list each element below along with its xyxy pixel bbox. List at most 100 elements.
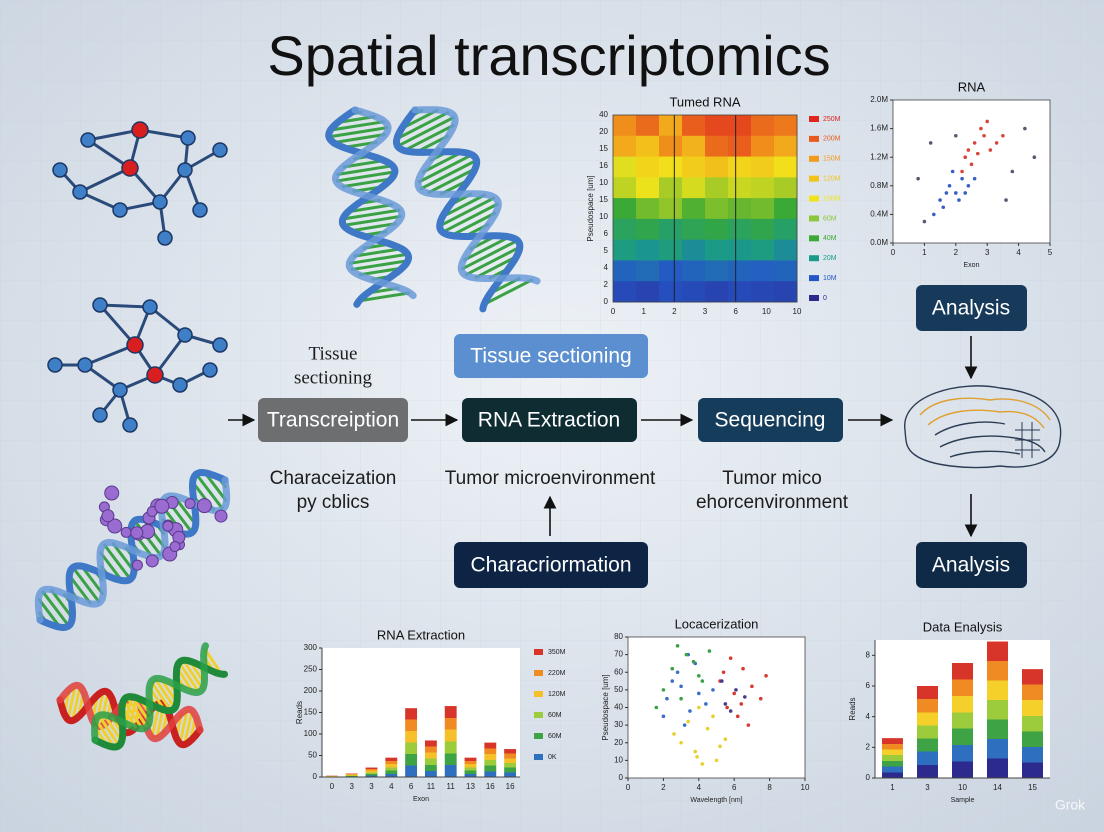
heatmap-cell bbox=[636, 115, 660, 137]
node-box bbox=[916, 542, 1027, 588]
strand bbox=[393, 106, 524, 313]
chart-title: RNA Extraction bbox=[377, 627, 465, 642]
heatmap-cell bbox=[613, 115, 637, 137]
heatmap-cell bbox=[774, 135, 798, 158]
chart-title: Data Enalysis bbox=[923, 619, 1003, 634]
caption: ehorcenvironment bbox=[696, 492, 849, 513]
scatter-point bbox=[675, 670, 680, 675]
heatmap-cell bbox=[751, 115, 775, 137]
scatter-point bbox=[728, 656, 733, 660]
base-pair bbox=[71, 566, 101, 604]
bond bbox=[84, 343, 136, 367]
heatmap-cell bbox=[613, 135, 637, 158]
scatter-point bbox=[944, 191, 949, 195]
y-tick-label: 0 bbox=[619, 773, 624, 782]
scatter-point bbox=[960, 176, 964, 181]
atom bbox=[154, 498, 170, 514]
base-pair bbox=[183, 710, 194, 745]
legend-swatch bbox=[809, 116, 819, 122]
bar bbox=[1022, 669, 1043, 778]
strand bbox=[91, 642, 209, 744]
x-tick-label: 6 bbox=[733, 307, 738, 316]
heatmap-cell bbox=[728, 281, 752, 303]
bar bbox=[365, 767, 378, 777]
legend-swatch bbox=[809, 155, 819, 162]
scatter-point bbox=[675, 644, 680, 648]
base-pair bbox=[182, 659, 204, 690]
legend-swatch bbox=[809, 135, 819, 142]
scatter-point bbox=[734, 688, 738, 692]
tissue-illustration bbox=[904, 385, 1062, 469]
atom bbox=[72, 184, 88, 200]
bar bbox=[882, 738, 903, 778]
node-label: Analysis bbox=[932, 554, 1010, 577]
heatmap-cell bbox=[728, 218, 752, 241]
x-tick-label: 11 bbox=[427, 782, 436, 791]
bond bbox=[79, 166, 131, 194]
scatter-point bbox=[966, 148, 971, 152]
title: Spatial transcriptomics bbox=[267, 24, 830, 87]
legend-swatch bbox=[534, 691, 543, 697]
chart-title: Tumed RNA bbox=[669, 94, 740, 109]
heatmap-cell bbox=[682, 135, 706, 158]
base-pair bbox=[343, 214, 402, 227]
y-tick-label: 0 bbox=[604, 297, 609, 306]
base-pair bbox=[350, 222, 397, 233]
heatmap-cell bbox=[659, 156, 683, 178]
legend-swatch bbox=[809, 295, 819, 301]
scatter-point bbox=[697, 705, 701, 710]
base-pair bbox=[341, 177, 392, 189]
y-tick-label: 20 bbox=[614, 738, 623, 747]
heatmap-cell bbox=[774, 115, 798, 137]
atom bbox=[214, 509, 228, 523]
scatter-point bbox=[686, 719, 690, 724]
node-label: Tissue sectioning bbox=[470, 345, 631, 368]
y-tick-label: 8 bbox=[866, 650, 871, 659]
bond bbox=[98, 304, 137, 346]
scatter-point bbox=[969, 162, 974, 167]
scatter-point bbox=[711, 714, 715, 719]
base-pair bbox=[417, 153, 473, 184]
chart: 0 3 3 4 6 11 11 13 16 16 0 50 100 150 200 250 300 350M 220… bbox=[295, 627, 566, 802]
scatter-point bbox=[700, 762, 705, 766]
y-tick-label: 2 bbox=[866, 742, 871, 751]
y-tick-label: 0.0M bbox=[870, 238, 888, 247]
scatter-point bbox=[725, 705, 729, 710]
dna-helix bbox=[393, 106, 541, 313]
x-tick-label: 3 bbox=[369, 782, 374, 791]
x-tick-label: 3 bbox=[925, 783, 930, 792]
y-tick-label: 50 bbox=[308, 751, 317, 760]
heatmap-cell bbox=[682, 260, 706, 282]
scatter-point bbox=[941, 205, 946, 210]
caption: Characeization bbox=[270, 468, 397, 489]
x-axis-title: Sample bbox=[951, 797, 975, 804]
heatmap-cell bbox=[636, 198, 660, 220]
base-pair bbox=[330, 120, 385, 132]
y-tick-label: 0.4M bbox=[870, 210, 888, 219]
heatmap-cell bbox=[613, 281, 637, 303]
base-pair bbox=[353, 247, 402, 258]
chart-title: Locacerization bbox=[675, 616, 759, 631]
base-pair bbox=[66, 685, 77, 720]
atom bbox=[101, 509, 115, 523]
x-tick-label: 4 bbox=[1016, 248, 1021, 257]
chart: 0 1 2 3 4 5 0.0M 0.4M 0.8M 1.2M 1.6M 2.0M RNA Exon bbox=[870, 79, 1053, 268]
heatmap-cell bbox=[751, 198, 775, 220]
heatmap-cell bbox=[682, 239, 706, 261]
y-tick-label: 10 bbox=[599, 212, 608, 221]
scatter-point bbox=[979, 126, 983, 131]
atom bbox=[112, 202, 128, 218]
x-tick-label: 1 bbox=[922, 248, 927, 257]
scatter-point bbox=[922, 219, 927, 224]
legend-label: 100M bbox=[823, 195, 841, 202]
heatmap-cell bbox=[728, 115, 752, 137]
node-box bbox=[698, 398, 843, 442]
y-tick-label: 150 bbox=[304, 708, 318, 717]
y-tick-label: 1.6M bbox=[870, 124, 888, 133]
y-tick-label: 4 bbox=[866, 712, 871, 721]
heatmap-cell bbox=[774, 239, 798, 261]
y-tick-label: 20 bbox=[599, 127, 608, 136]
y-axis-title: Pseudospace [um] bbox=[601, 674, 610, 740]
scatter-point bbox=[741, 666, 745, 671]
heatmap-cell bbox=[613, 260, 637, 282]
